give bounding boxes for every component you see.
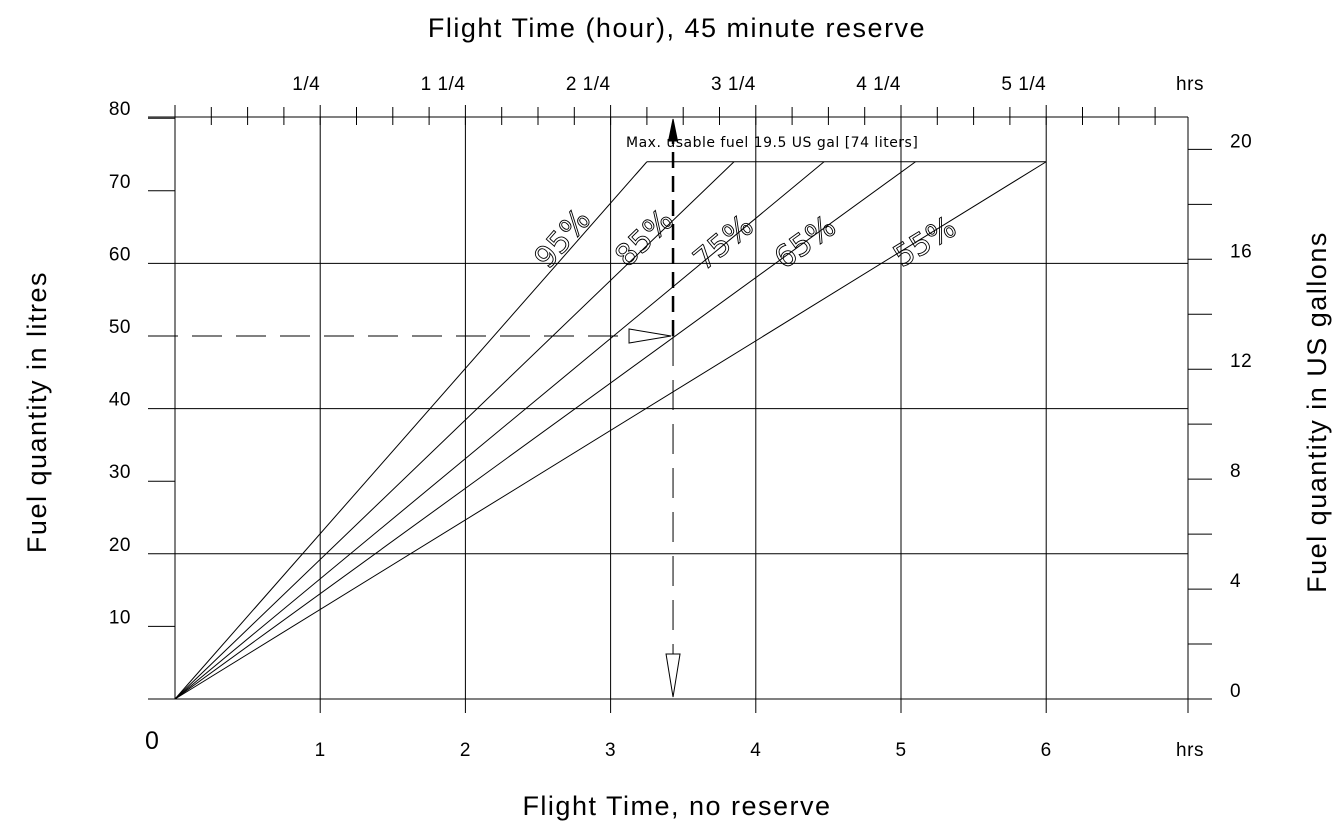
y2-tick-label: 0	[1230, 681, 1241, 702]
y2-tick-label: 20	[1230, 131, 1252, 152]
x-tick-label: 2	[460, 740, 471, 761]
series-line	[175, 162, 1046, 699]
max-fuel-note: Max. usable fuel 19.5 US gal [74 liters]	[626, 135, 918, 151]
top-tick-label: 2 1/4	[566, 74, 611, 95]
example-arrow-up	[669, 119, 678, 141]
y-tick-label: 20	[109, 535, 131, 556]
x-tick-label: 3	[605, 740, 616, 761]
top-tick-label: 3 1/4	[711, 74, 756, 95]
y-tick-label: 70	[109, 172, 131, 193]
y2-axis-label: Fuel quantity in US gallons	[1302, 231, 1332, 593]
x-tick-label: 1	[315, 740, 326, 761]
example-arrow-right	[629, 329, 671, 343]
top-unit-label: hrs	[1176, 74, 1204, 95]
y-tick-label: 50	[109, 317, 131, 338]
y-axis-label: Fuel quantity in litres	[22, 271, 52, 553]
example-arrow-down	[666, 654, 680, 697]
y-tick-label: 60	[109, 244, 131, 265]
series-line	[175, 162, 734, 699]
series-line	[175, 162, 647, 699]
top-tick-label: 1 1/4	[421, 74, 466, 95]
top-tick-label: 1/4	[292, 74, 320, 95]
x-tick-label: 5	[895, 740, 906, 761]
x-tick-label: 6	[1041, 740, 1052, 761]
grid	[175, 117, 1188, 713]
chart-title: Flight Time (hour), 45 minute reserve	[428, 13, 926, 43]
y2-tick-label: 4	[1230, 571, 1241, 592]
y-tick-label: 40	[109, 390, 131, 411]
top-tick-label: 4 1/4	[856, 74, 901, 95]
y-tick-label: 10	[109, 607, 131, 628]
x-axis-label: Flight Time, no reserve	[522, 791, 831, 821]
series-line	[175, 162, 916, 699]
y2-tick-label: 16	[1230, 241, 1252, 262]
top-tick-label: 5 1/4	[1001, 74, 1046, 95]
y2-tick-label: 12	[1230, 351, 1252, 372]
x-unit-label: hrs	[1176, 740, 1204, 761]
series-line	[175, 162, 824, 699]
y2-tick-label: 8	[1230, 461, 1241, 482]
example-construction	[148, 119, 680, 697]
x-tick-label: 4	[750, 740, 761, 761]
x-origin-label: 0	[145, 727, 159, 755]
y-tick-label: 80	[109, 99, 131, 120]
y-tick-label: 30	[109, 462, 131, 483]
